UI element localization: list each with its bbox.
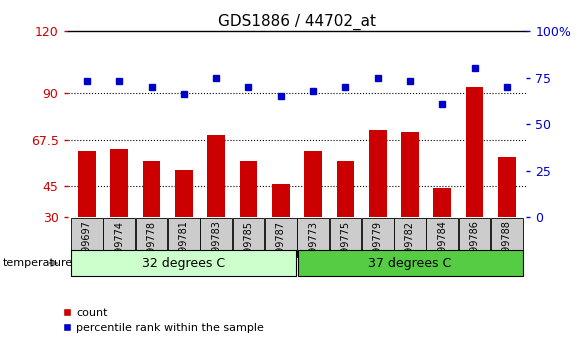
Text: 32 degrees C: 32 degrees C bbox=[142, 257, 225, 269]
FancyBboxPatch shape bbox=[201, 218, 232, 257]
Text: GSM99781: GSM99781 bbox=[179, 220, 189, 273]
Text: GSM99783: GSM99783 bbox=[211, 220, 221, 273]
Bar bbox=[78, 151, 96, 279]
Text: GSM99778: GSM99778 bbox=[146, 220, 156, 274]
FancyBboxPatch shape bbox=[233, 218, 265, 257]
Text: GSM99774: GSM99774 bbox=[114, 220, 124, 274]
FancyBboxPatch shape bbox=[71, 250, 296, 276]
Text: GSM99786: GSM99786 bbox=[470, 220, 480, 273]
Bar bbox=[369, 130, 386, 279]
FancyBboxPatch shape bbox=[265, 218, 296, 257]
Bar bbox=[336, 161, 354, 279]
Bar bbox=[272, 184, 290, 279]
Text: GSM99784: GSM99784 bbox=[437, 220, 447, 273]
Text: GSM99787: GSM99787 bbox=[276, 220, 286, 274]
FancyBboxPatch shape bbox=[298, 218, 329, 257]
FancyBboxPatch shape bbox=[71, 218, 103, 257]
Bar bbox=[466, 87, 483, 279]
Bar bbox=[208, 135, 225, 279]
Bar bbox=[304, 151, 322, 279]
Bar bbox=[111, 149, 128, 279]
Bar bbox=[401, 132, 419, 279]
FancyBboxPatch shape bbox=[298, 250, 523, 276]
Text: GSM99779: GSM99779 bbox=[373, 220, 383, 274]
FancyBboxPatch shape bbox=[136, 218, 168, 257]
Text: GSM99697: GSM99697 bbox=[82, 220, 92, 273]
FancyBboxPatch shape bbox=[329, 218, 361, 257]
Text: GSM99785: GSM99785 bbox=[243, 220, 253, 274]
Bar bbox=[498, 157, 516, 279]
Text: GSM99782: GSM99782 bbox=[405, 220, 415, 274]
FancyBboxPatch shape bbox=[459, 218, 490, 257]
Text: temperature: temperature bbox=[3, 258, 73, 268]
Bar bbox=[433, 188, 451, 279]
Text: GSM99788: GSM99788 bbox=[502, 220, 512, 273]
FancyBboxPatch shape bbox=[426, 218, 458, 257]
FancyBboxPatch shape bbox=[394, 218, 426, 257]
FancyBboxPatch shape bbox=[103, 218, 135, 257]
Title: GDS1886 / 44702_at: GDS1886 / 44702_at bbox=[218, 13, 376, 30]
Bar bbox=[175, 170, 193, 279]
FancyBboxPatch shape bbox=[362, 218, 393, 257]
Legend: count, percentile rank within the sample: count, percentile rank within the sample bbox=[58, 303, 269, 338]
FancyBboxPatch shape bbox=[168, 218, 200, 257]
Bar bbox=[143, 161, 161, 279]
Text: GSM99775: GSM99775 bbox=[340, 220, 350, 274]
Bar bbox=[240, 161, 258, 279]
Text: GSM99773: GSM99773 bbox=[308, 220, 318, 274]
FancyBboxPatch shape bbox=[491, 218, 523, 257]
Text: 37 degrees C: 37 degrees C bbox=[368, 257, 452, 269]
